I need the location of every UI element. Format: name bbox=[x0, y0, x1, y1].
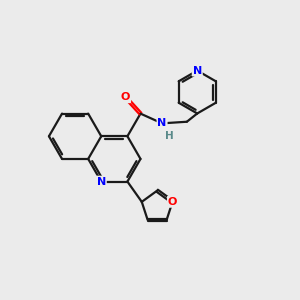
Text: N: N bbox=[158, 118, 167, 128]
Text: N: N bbox=[193, 66, 202, 76]
Text: O: O bbox=[168, 197, 177, 207]
Text: N: N bbox=[97, 177, 106, 187]
Text: O: O bbox=[121, 92, 130, 102]
Text: H: H bbox=[165, 131, 173, 141]
